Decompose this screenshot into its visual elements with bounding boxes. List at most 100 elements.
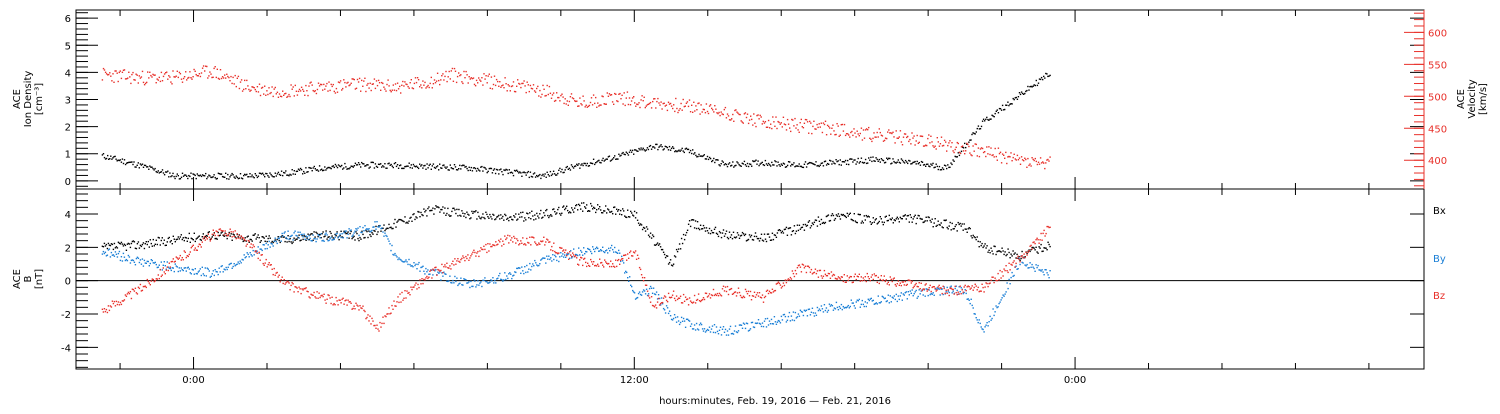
data-point	[793, 225, 796, 227]
data-point	[547, 258, 549, 260]
data-point	[717, 159, 719, 161]
data-point	[485, 75, 487, 77]
data-point	[751, 165, 753, 167]
data-point	[828, 163, 830, 165]
data-point	[1019, 263, 1021, 266]
data-point	[480, 166, 482, 168]
data-point	[1034, 242, 1036, 245]
data-point	[599, 206, 601, 208]
data-point	[589, 162, 592, 164]
data-point	[600, 262, 602, 264]
data-point	[664, 105, 666, 107]
data-point	[977, 240, 979, 243]
data-point	[438, 79, 440, 82]
data-point	[391, 244, 393, 247]
data-point	[403, 85, 405, 87]
data-point	[695, 299, 698, 301]
data-point	[174, 263, 176, 265]
data-point	[523, 243, 525, 246]
data-point	[597, 263, 599, 265]
data-point	[448, 169, 450, 171]
data-point	[1042, 271, 1044, 273]
data-point	[851, 219, 853, 221]
data-point	[550, 174, 553, 177]
data-point	[323, 293, 325, 295]
data-point	[1027, 157, 1029, 160]
data-point	[938, 165, 941, 168]
data-point	[241, 236, 243, 239]
data-point	[149, 284, 151, 286]
data-point	[925, 144, 927, 146]
data-point	[836, 160, 838, 163]
data-point	[278, 274, 280, 276]
data-point	[491, 172, 494, 174]
data-point	[502, 84, 504, 86]
data-point	[711, 294, 714, 297]
data-point	[807, 308, 810, 311]
data-point	[469, 169, 471, 171]
data-point	[102, 311, 105, 313]
data-point	[434, 82, 437, 84]
data-point	[470, 77, 472, 79]
data-point	[933, 294, 935, 296]
data-point	[587, 262, 589, 264]
data-point	[579, 259, 581, 261]
data-point	[436, 274, 438, 276]
data-point	[989, 153, 991, 156]
data-point	[417, 167, 420, 170]
data-point	[811, 222, 814, 224]
data-point	[454, 70, 457, 72]
data-point	[1019, 163, 1022, 165]
data-point	[686, 229, 689, 231]
data-point	[638, 291, 641, 293]
data-point	[848, 134, 850, 136]
data-point	[928, 287, 930, 289]
data-point	[317, 235, 319, 238]
data-point	[793, 125, 795, 127]
data-point	[517, 267, 519, 270]
data-point	[450, 268, 452, 270]
data-point	[344, 230, 346, 232]
data-point	[886, 220, 888, 222]
data-point	[392, 308, 394, 310]
data-point	[965, 150, 967, 152]
data-point	[491, 245, 493, 248]
data-point	[1035, 264, 1037, 266]
data-point	[359, 226, 361, 228]
data-point	[887, 158, 889, 161]
data-point	[135, 73, 137, 75]
data-point	[688, 297, 691, 299]
data-point	[276, 238, 278, 241]
data-point	[837, 309, 840, 311]
data-point	[327, 166, 329, 169]
data-point	[945, 141, 947, 143]
data-point	[135, 257, 138, 260]
data-point	[747, 330, 750, 332]
data-point	[451, 210, 453, 213]
data-point	[621, 214, 623, 216]
data-point	[244, 79, 246, 82]
data-point	[559, 256, 561, 258]
data-point	[138, 261, 141, 264]
data-point	[687, 319, 690, 322]
data-point	[545, 241, 547, 243]
data-point	[800, 271, 803, 273]
data-point	[349, 167, 351, 169]
data-point	[1042, 161, 1044, 163]
data-point	[542, 240, 544, 242]
data-point	[279, 236, 281, 238]
data-point	[357, 305, 359, 307]
data-point	[625, 97, 627, 99]
data-point	[537, 244, 539, 246]
data-point	[706, 110, 709, 113]
data-point	[848, 213, 850, 215]
data-point	[780, 163, 782, 165]
data-point	[798, 224, 801, 226]
data-point	[310, 167, 312, 169]
data-point	[277, 171, 280, 174]
data-point	[522, 270, 524, 272]
data-point	[549, 258, 551, 261]
data-point	[998, 302, 1000, 305]
data-point	[183, 267, 185, 269]
data-point	[140, 76, 143, 78]
